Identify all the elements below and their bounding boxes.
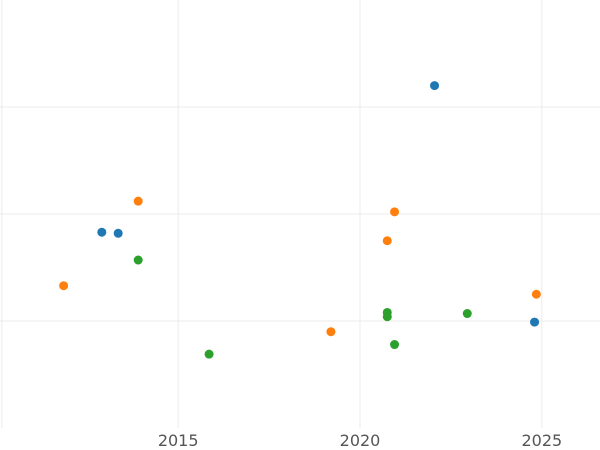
data-point	[531, 289, 541, 299]
data-point	[530, 317, 540, 327]
data-point	[326, 327, 336, 337]
data-point	[430, 81, 440, 91]
data-points	[59, 81, 541, 359]
data-point	[59, 281, 69, 291]
x-tick-label: 2025	[521, 431, 562, 450]
data-point	[133, 255, 143, 265]
data-point	[204, 349, 214, 359]
data-point	[97, 227, 107, 237]
data-point	[113, 228, 123, 238]
x-tick-label: 2020	[340, 431, 381, 450]
x-axis-ticks: 2015 2020 2025	[158, 431, 562, 450]
grid	[0, 0, 600, 428]
data-point	[390, 340, 400, 350]
data-point	[382, 312, 392, 322]
data-point	[382, 236, 392, 246]
data-point	[462, 309, 472, 319]
data-point	[133, 196, 143, 206]
data-point	[390, 207, 400, 217]
x-tick-label: 2015	[158, 431, 199, 450]
